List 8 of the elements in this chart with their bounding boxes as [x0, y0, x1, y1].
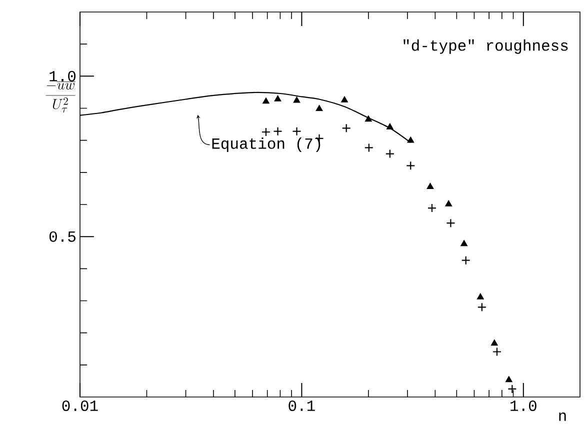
x-tick-label: 1.0 — [510, 400, 536, 412]
y-tick-label: 0.5 — [50, 231, 76, 242]
legend-label: Equation (7) — [212, 138, 320, 152]
annotation: "d-type" roughness — [404, 39, 568, 54]
x-axis-title: n — [559, 412, 566, 421]
x-tick-label: 0.1 — [288, 400, 315, 412]
x-tick-label: 0.01 — [62, 400, 98, 412]
y-axis-title: $\frac{-\overline{uw}}{U_\tau^2}$ — [46, 82, 76, 113]
